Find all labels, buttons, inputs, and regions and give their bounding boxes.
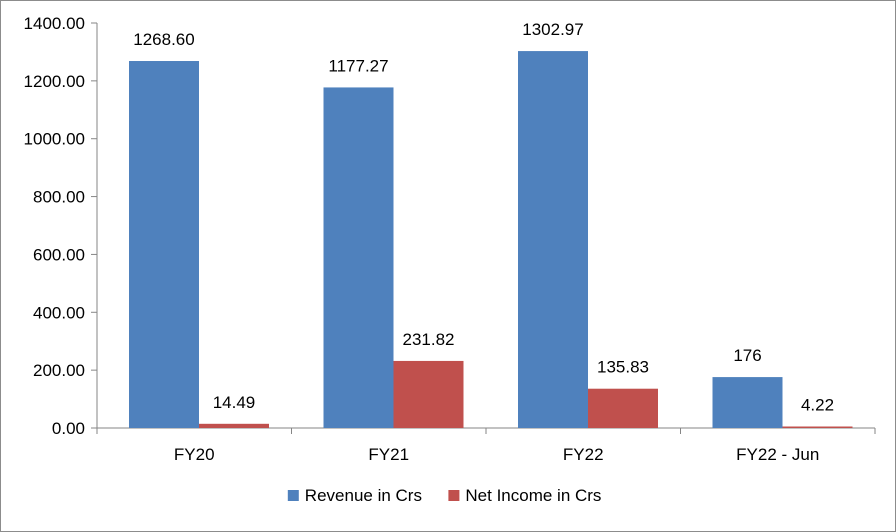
revenue-data-label: 1268.60 <box>133 30 194 49</box>
revenue-bar <box>129 61 199 428</box>
y-tick-label: 0.00 <box>52 419 85 438</box>
net-income-bar <box>199 423 269 428</box>
y-tick-label: 600.00 <box>33 245 85 264</box>
legend-swatch-net-income <box>448 490 460 501</box>
revenue-data-label: 1302.97 <box>522 20 583 39</box>
y-tick-label: 800.00 <box>33 188 85 207</box>
y-tick-label: 400.00 <box>33 303 85 322</box>
net-income-bar <box>588 388 658 428</box>
net-income-data-label: 231.82 <box>403 330 455 349</box>
y-tick-label: 1400.00 <box>24 14 85 33</box>
y-tick-label: 1200.00 <box>24 72 85 91</box>
legend-label-revenue: Revenue in Crs <box>305 486 422 505</box>
revenue-data-label: 176 <box>733 346 761 365</box>
net-income-bar <box>393 360 464 428</box>
y-tick-label: 200.00 <box>33 361 85 380</box>
net-income-data-label: 14.49 <box>213 393 256 412</box>
legend-label-net-income: Net Income in Crs <box>465 486 601 505</box>
revenue-bar <box>518 51 588 428</box>
x-category-label: FY22 <box>563 445 604 464</box>
revenue-data-label: 1177.27 <box>328 56 388 75</box>
x-category-label: FY22 - Jun <box>736 445 819 464</box>
net-income-bar <box>782 426 853 428</box>
y-tick-label: 1000.00 <box>24 130 85 149</box>
revenue-bar <box>712 377 783 428</box>
x-category-label: FY21 <box>368 445 409 464</box>
net-income-data-label: 4.22 <box>801 396 834 415</box>
legend-swatch-revenue <box>287 490 299 501</box>
net-income-data-label: 135.83 <box>597 358 649 377</box>
x-category-label: FY20 <box>174 445 215 464</box>
revenue-bar <box>323 87 394 428</box>
